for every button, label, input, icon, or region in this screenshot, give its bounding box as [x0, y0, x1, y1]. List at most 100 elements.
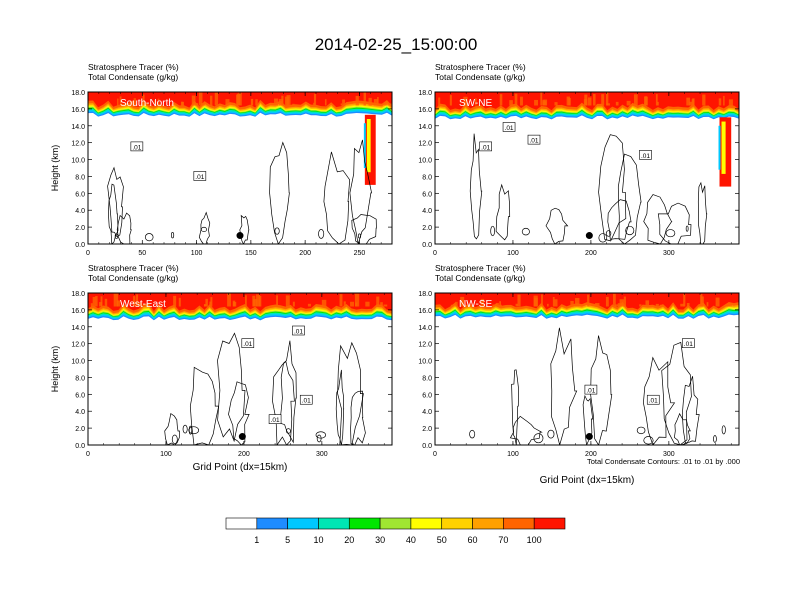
y-tick-label: 16.0	[71, 308, 85, 315]
cloud-contour-small	[286, 428, 291, 434]
tracer-streak	[509, 100, 513, 106]
tracer-streak	[133, 296, 136, 307]
colorbar-label: 50	[437, 535, 447, 545]
y-tick-label: 0.0	[422, 242, 432, 249]
station-marker	[585, 232, 593, 240]
contour-label-box	[584, 384, 598, 395]
tracer-streak	[475, 98, 477, 106]
y-tick-label: 16.0	[71, 107, 85, 114]
cloud-contour	[351, 214, 377, 244]
cloud-contour	[511, 369, 519, 445]
cloud-contour-small	[274, 227, 280, 235]
x-tick-label: 250	[354, 250, 366, 257]
tracer-streak	[633, 94, 638, 106]
y-tick-label: 0.0	[422, 443, 432, 450]
tracer-streak	[142, 94, 145, 106]
tracer-streak	[339, 294, 343, 307]
panel-south-north: .01 .01 South-North 0.0 2.0 4.0 6.0 8.0 10.0 12.0…	[50, 62, 393, 257]
y-tick-label: 18.0	[71, 291, 85, 298]
tracer-streak	[715, 297, 720, 307]
tracer-streak	[227, 293, 231, 307]
tracer-streak	[388, 103, 392, 106]
tracer-streak	[245, 295, 247, 307]
tracer-streak	[601, 94, 605, 106]
panel-sw-ne: .01 .01 .01 .01 SW-NE 0.0 2.0 4.0 6.0 8.0 10.0 12.0…	[418, 62, 740, 257]
x-tick-label: 0	[433, 451, 437, 458]
tracer-streak	[543, 99, 548, 106]
panel-west-east: .01 .01 .01 .01 West-East 0.0 2.0 4.0 6.0 8.0 10.0…	[50, 263, 393, 473]
x-tick-label: 200	[299, 250, 311, 257]
colorbar-label: 5	[285, 535, 290, 545]
colorbar-box-5	[379, 517, 412, 530]
tracer-streak	[706, 302, 709, 307]
tracer-streak	[495, 302, 499, 307]
contour-label: .01	[302, 398, 311, 405]
tracer-streak	[612, 293, 616, 307]
cloud-contour	[550, 327, 578, 445]
plot-frame	[87, 292, 393, 446]
tracer-streak	[377, 97, 379, 106]
cloud-contour-small	[685, 225, 689, 232]
cloud-contour	[116, 212, 132, 244]
cloud-contour	[661, 341, 692, 445]
colorbar-box-1	[256, 517, 288, 530]
contour-label: .01	[529, 138, 538, 145]
x-tick-label: 0	[86, 250, 90, 257]
tracer-streak	[533, 297, 538, 307]
station-marker	[585, 433, 593, 441]
y-tick-label: 8.0	[422, 174, 432, 181]
x-tick-label: 100	[507, 250, 519, 257]
tracer-streak	[238, 92, 242, 106]
tracer-streak	[350, 301, 354, 307]
tracer-streak	[204, 304, 206, 307]
tracer-streak	[515, 303, 519, 307]
y-axis-label: Height (km)	[50, 145, 60, 192]
colorbar-box-2	[287, 517, 319, 530]
y-tick-label: 4.0	[422, 208, 432, 215]
y-tick-label: 4.0	[75, 208, 85, 215]
tracer-streak	[191, 95, 196, 106]
tracer-streak	[645, 300, 650, 307]
tracer-streak	[615, 304, 619, 307]
x-tick-label: 200	[585, 250, 597, 257]
tracer-streak	[728, 302, 732, 307]
fold-wall-edge	[363, 123, 366, 168]
y-tick-label: 2.0	[75, 426, 85, 433]
section-label: South-North	[120, 98, 174, 109]
x-axis-label: Grid Point (dx=15km)	[540, 475, 635, 486]
colorbar-label: 10	[313, 535, 323, 545]
cloud-contour-small	[171, 434, 178, 445]
cloud-contour-small	[490, 225, 495, 237]
tracer-level-10	[435, 293, 739, 310]
cloud-contour	[335, 369, 345, 445]
y-tick-label: 2.0	[422, 426, 432, 433]
tracer-streak	[180, 101, 184, 106]
contour-label-box	[268, 414, 282, 424]
tracer-streak	[292, 301, 295, 307]
y-tick-label: 12.0	[71, 342, 85, 349]
panel-title-condensate: Total Condensate (g/kg)	[88, 273, 178, 283]
tracer-streak	[725, 304, 729, 307]
panel-title-condensate: Total Condensate (g/kg)	[435, 72, 525, 82]
contour-label-box	[502, 122, 516, 132]
tracer-streak	[255, 99, 258, 106]
y-tick-label: 12.0	[418, 342, 432, 349]
figure-title: 2014-02-25_15:00:00	[315, 35, 478, 54]
tracer-streak	[100, 296, 103, 307]
x-tick-label: 0	[433, 250, 437, 257]
cloud-contour-small	[188, 425, 193, 435]
cloud-contour-small	[318, 228, 325, 239]
y-tick-label: 0.0	[75, 443, 85, 450]
tracer-streak	[639, 304, 642, 307]
tracer-streak	[570, 300, 574, 307]
tracer-streak	[214, 92, 219, 106]
contour-footnote: Total Condensate Contours: .01 to .01 by…	[587, 457, 740, 466]
contour-label-box	[639, 150, 652, 160]
cloud-contour-small	[598, 233, 608, 243]
cloud-contour	[217, 332, 246, 443]
cloud-contour	[545, 207, 569, 244]
cloud-contour-small	[316, 434, 322, 443]
cloud-contour	[269, 141, 290, 244]
contour-label: .01	[243, 341, 252, 348]
